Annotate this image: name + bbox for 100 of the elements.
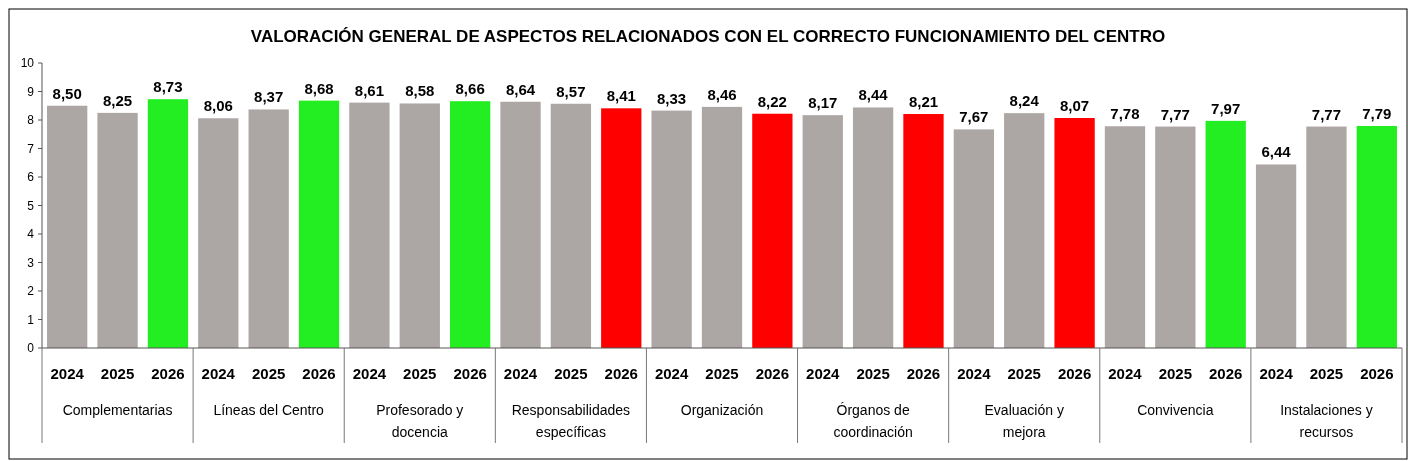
y-tick-label: 2: [27, 284, 35, 298]
y-tick-label: 0: [27, 341, 35, 355]
x-tick-label: 2025: [1007, 365, 1041, 382]
data-label: 8,24: [1009, 92, 1040, 110]
y-tick-label: 3: [27, 255, 35, 270]
data-label: 8,41: [606, 87, 636, 105]
x-tick-label: 2024: [1259, 365, 1294, 382]
text: Profesorado y docencia: [376, 402, 464, 440]
data-label: 8,66: [455, 80, 485, 98]
data-label: 8,37: [254, 88, 284, 106]
data-label: 8,33: [657, 89, 687, 107]
x-tick-label: 2025: [403, 365, 437, 382]
bar: [1054, 118, 1095, 348]
x-tick-label: 2024: [352, 365, 387, 382]
data-label: 8,68: [304, 79, 334, 97]
data-label: 8,50: [52, 84, 82, 102]
data-label: 8,06: [203, 97, 233, 115]
x-tick-label: 2025: [856, 365, 890, 382]
data-label: 7,79: [1362, 104, 1392, 122]
text: Órganos de coordinación: [833, 402, 913, 440]
data-label: 8,25: [102, 91, 133, 109]
bar: [701, 106, 743, 348]
y-tick-label: 1: [27, 312, 35, 327]
x-tick-label: 2026: [755, 365, 790, 382]
bar: [1155, 126, 1196, 348]
x-tick-label: 2024: [503, 365, 538, 382]
bar: [1205, 120, 1246, 348]
x-tick-label: 2025: [554, 365, 588, 382]
x-tick-label: 2025: [705, 365, 739, 382]
bar: [601, 108, 642, 348]
y-tick-label: 5: [27, 198, 35, 213]
y-tick-label: 7: [27, 141, 35, 156]
data-label: 7,77: [1311, 105, 1342, 123]
data-label: 7,67: [959, 108, 989, 126]
x-tick-label: 2024: [1108, 365, 1143, 382]
x-tick-label: 2024: [654, 365, 689, 382]
text: Responsabilidades específicas: [511, 402, 631, 440]
data-label: 8,46: [707, 85, 737, 103]
y-tick-label: 4: [27, 227, 35, 241]
x-tick-label: 2025: [1158, 365, 1193, 382]
x-tick-label: 2026: [151, 365, 185, 382]
bar: [651, 110, 692, 348]
bar: [47, 105, 88, 348]
x-tick-label: 2026: [453, 365, 487, 382]
bar: [298, 100, 340, 348]
data-label: 8,21: [908, 93, 939, 111]
x-tick-label: 2025: [100, 365, 135, 382]
bar: [1255, 164, 1297, 348]
text: Organización: [680, 402, 764, 418]
x-tick-label: 2026: [1360, 365, 1394, 382]
bar: [1356, 125, 1397, 348]
data-label: 8,07: [1059, 97, 1090, 114]
data-label: 8,17: [808, 94, 838, 112]
bar: [500, 101, 541, 348]
bar: [903, 114, 944, 348]
x-tick-label: 2026: [1057, 365, 1092, 382]
bar: [852, 107, 894, 348]
text: Líneas del Centro: [213, 402, 325, 418]
x-tick-label: 2026: [604, 365, 638, 382]
bar: [752, 113, 793, 348]
data-label: 8,58: [405, 82, 435, 100]
text: Convivencia: [1137, 402, 1214, 418]
data-label: 7,78: [1110, 105, 1140, 123]
y-tick-label: 6: [27, 170, 35, 184]
x-tick-label: 2026: [906, 365, 941, 382]
bar: [248, 109, 289, 348]
x-tick-label: 2024: [806, 365, 841, 382]
y-tick-label: 9: [27, 84, 35, 99]
data-label: 8,64: [505, 80, 536, 98]
x-tick-label: 2025: [1309, 365, 1344, 382]
bar: [953, 129, 994, 348]
data-label: 8,61: [354, 81, 385, 99]
bar: [450, 101, 491, 348]
bar: [550, 103, 592, 348]
bar: [147, 99, 189, 348]
data-label: 8,57: [556, 82, 586, 100]
bar: [1306, 126, 1347, 348]
data-label: 6,44: [1261, 143, 1292, 161]
x-tick-label: 2025: [251, 365, 286, 382]
bar: [349, 102, 390, 348]
bar: [97, 112, 138, 348]
chart-title: VALORACIÓN GENERAL DE ASPECTOS RELACIONADOS CON EL CORRECTO FUNCIONAMIENTO DEL CENTRO: [250, 27, 1166, 46]
bar: [1004, 113, 1045, 348]
x-tick-label: 2026: [302, 365, 336, 382]
data-label: 7,97: [1211, 99, 1241, 117]
y-tick-label: 8: [27, 113, 35, 127]
data-label: 7,77: [1160, 105, 1190, 123]
x-tick-label: 2024: [201, 365, 236, 382]
x-tick-label: 2024: [50, 365, 85, 382]
y-tick-label: 10: [20, 56, 35, 70]
bar: [1104, 126, 1146, 348]
bar: [802, 115, 843, 348]
bar: [399, 103, 440, 348]
text: Evaluación y mejora: [984, 402, 1064, 440]
bar: [198, 118, 239, 348]
data-label: 8,73: [153, 78, 183, 96]
x-tick-label: 2024: [957, 365, 992, 382]
text: Instalaciones y recursos: [1280, 402, 1373, 440]
x-tick-label: 2026: [1209, 365, 1243, 382]
data-label: 8,44: [858, 86, 889, 104]
